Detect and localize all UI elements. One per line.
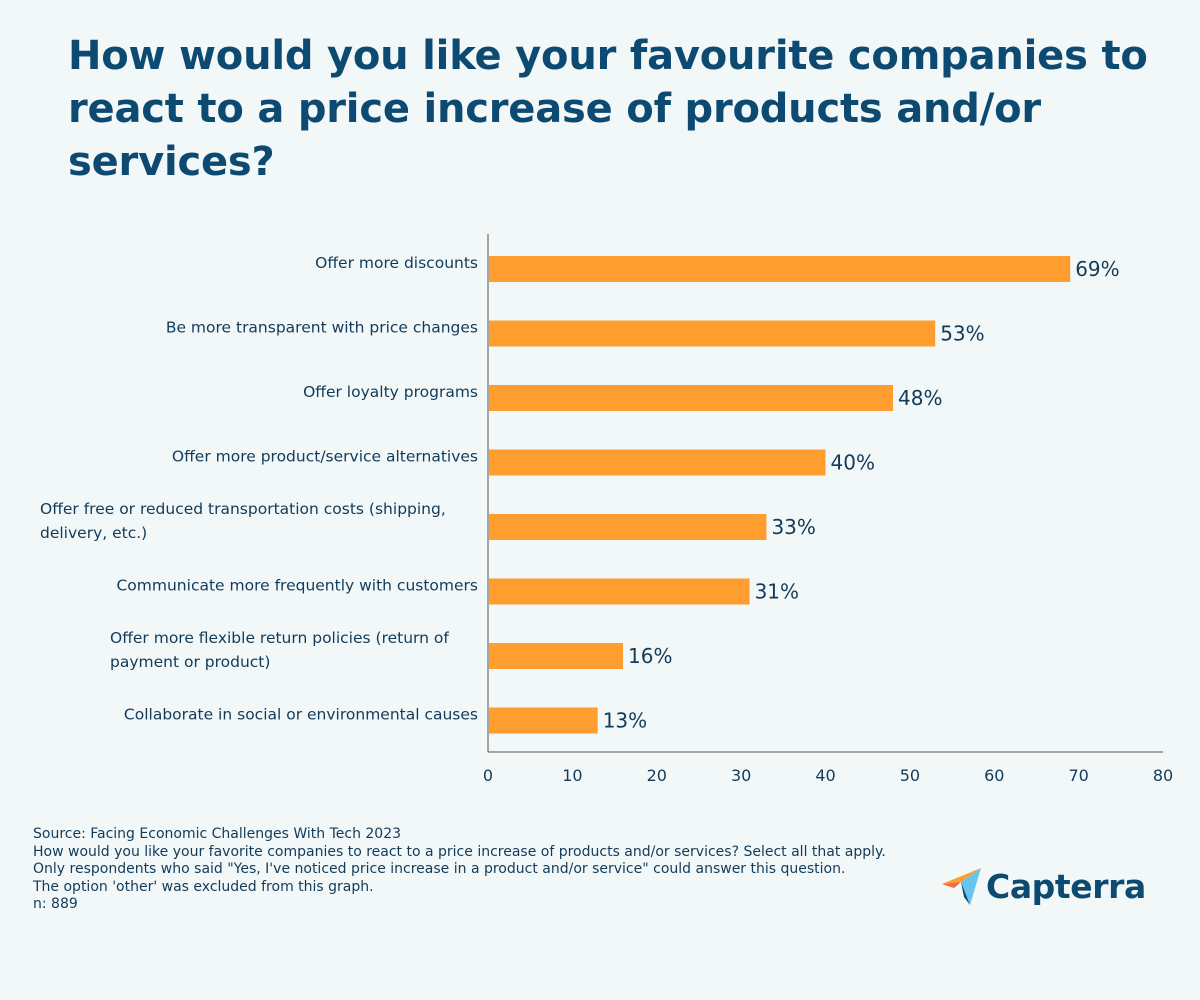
bar [489,643,623,669]
x-tick-label: 60 [984,766,1004,785]
bar [489,320,936,347]
x-tick-label: 20 [647,766,667,785]
category-label: Communicate more frequently with custome… [116,577,478,595]
x-tick-label: 80 [1153,766,1173,785]
category-label: Offer free or reduced transportation cos… [40,500,446,518]
category-label: Be more transparent with price changes [166,319,478,337]
value-label: 53% [940,322,984,346]
value-label: 13% [603,709,647,733]
value-label: 33% [771,515,815,539]
category-label: payment or product) [110,653,270,671]
value-label: 31% [755,580,799,604]
capterra-logo: Capterra [940,862,1146,910]
question-note: How would you like your favorite compani… [33,843,886,860]
value-label: 48% [898,386,942,410]
chart-title: How would you like your favourite compan… [68,33,1148,185]
x-tick-label: 0 [483,766,493,785]
category-label: Offer more discounts [315,254,478,272]
value-label: 69% [1075,257,1119,281]
x-tick-label: 70 [1068,766,1088,785]
bar [489,385,893,411]
category-label: Offer more product/service alternatives [172,448,478,466]
value-label: 16% [628,644,672,668]
chart-footer: Source: Facing Economic Challenges With … [33,826,913,914]
brand-name: Capterra [986,866,1146,906]
bar-chart: 0 10 20 30 40 50 60 70 80 69% Offer more discounts… [40,234,1173,785]
bar [489,707,598,734]
category-label: Offer more flexible return policies (ret… [110,629,449,647]
excluded-option-note: The option 'other' was excluded from thi… [33,878,374,895]
bar [489,256,1071,282]
bar [489,449,826,476]
sample-size: n: 889 [33,896,78,912]
respondents-note: Only respondents who said "Yes, I've not… [33,861,846,877]
capterra-arrow-icon [942,868,981,905]
bar [489,514,767,540]
category-label: Collaborate in social or environmental c… [124,706,478,724]
x-tick-label: 50 [900,766,920,785]
bar [489,578,750,605]
source-note: Source: Facing Economic Challenges With … [33,826,402,842]
x-tick-label: 40 [815,766,835,785]
x-tick-label: 10 [562,766,582,785]
x-tick-label: 30 [731,766,751,785]
category-label: delivery, etc.) [40,524,147,542]
value-label: 40% [831,451,875,475]
category-label: Offer loyalty programs [303,383,478,401]
